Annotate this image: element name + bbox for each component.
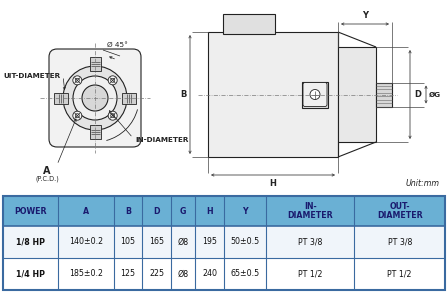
Text: IN-DIAMETER: IN-DIAMETER: [135, 137, 188, 143]
Text: PT 1/2: PT 1/2: [388, 270, 412, 279]
Text: 50±0.5: 50±0.5: [230, 238, 259, 246]
Bar: [3, 226, 445, 258]
Text: Ø 45°: Ø 45°: [107, 42, 128, 48]
Circle shape: [63, 66, 127, 130]
Text: 195: 195: [202, 238, 217, 246]
Text: 240: 240: [202, 270, 217, 279]
Text: Ø8: Ø8: [177, 270, 189, 279]
Bar: [3, 258, 445, 290]
Text: G: G: [180, 207, 186, 215]
Bar: [302, 81, 328, 108]
Bar: [338, 47, 376, 142]
Circle shape: [73, 76, 117, 120]
Text: OUT-
DIAMETER: OUT- DIAMETER: [377, 202, 422, 220]
Text: 65±0.5: 65±0.5: [230, 270, 259, 279]
Bar: [223, 14, 275, 34]
Text: UIT-DIAMETER: UIT-DIAMETER: [3, 73, 60, 79]
Text: 140±0.2: 140±0.2: [69, 238, 103, 246]
Text: (P.C.D.): (P.C.D.): [35, 175, 59, 181]
Text: POWER: POWER: [14, 207, 47, 215]
FancyBboxPatch shape: [49, 49, 141, 147]
Text: 1/8 HP: 1/8 HP: [16, 238, 45, 246]
Circle shape: [108, 111, 117, 120]
Bar: [3, 196, 445, 226]
Circle shape: [82, 85, 108, 111]
Text: Y: Y: [362, 11, 368, 20]
Text: PT 3/8: PT 3/8: [388, 238, 412, 246]
Circle shape: [108, 76, 117, 85]
Bar: [122, 93, 136, 103]
Text: Y: Y: [242, 207, 248, 215]
Text: 165: 165: [149, 238, 164, 246]
Text: 1/4 HP: 1/4 HP: [16, 270, 45, 279]
Bar: [54, 93, 68, 103]
Text: Unit:mm: Unit:mm: [406, 179, 440, 188]
Text: 125: 125: [121, 270, 135, 279]
Text: ØG: ØG: [429, 91, 441, 98]
Text: PT 1/2: PT 1/2: [298, 270, 323, 279]
Text: B: B: [181, 90, 187, 99]
Text: 225: 225: [149, 270, 164, 279]
Text: 185±0.2: 185±0.2: [69, 270, 103, 279]
Text: H: H: [270, 179, 276, 188]
Text: PT 3/8: PT 3/8: [298, 238, 323, 246]
Bar: [208, 32, 338, 157]
FancyBboxPatch shape: [303, 83, 327, 106]
Text: A: A: [43, 166, 51, 176]
Bar: [90, 57, 100, 71]
Circle shape: [73, 111, 82, 120]
Circle shape: [73, 76, 82, 85]
Text: A: A: [83, 207, 89, 215]
Bar: [3, 196, 445, 290]
Text: B: B: [125, 207, 131, 215]
Circle shape: [310, 89, 320, 100]
Text: 105: 105: [121, 238, 135, 246]
Bar: [90, 125, 100, 139]
Text: D: D: [414, 90, 421, 99]
Text: H: H: [207, 207, 213, 215]
Bar: [376, 83, 392, 106]
Text: D: D: [153, 207, 160, 215]
Text: IN-
DIAMETER: IN- DIAMETER: [287, 202, 333, 220]
Text: Ø8: Ø8: [177, 238, 189, 246]
